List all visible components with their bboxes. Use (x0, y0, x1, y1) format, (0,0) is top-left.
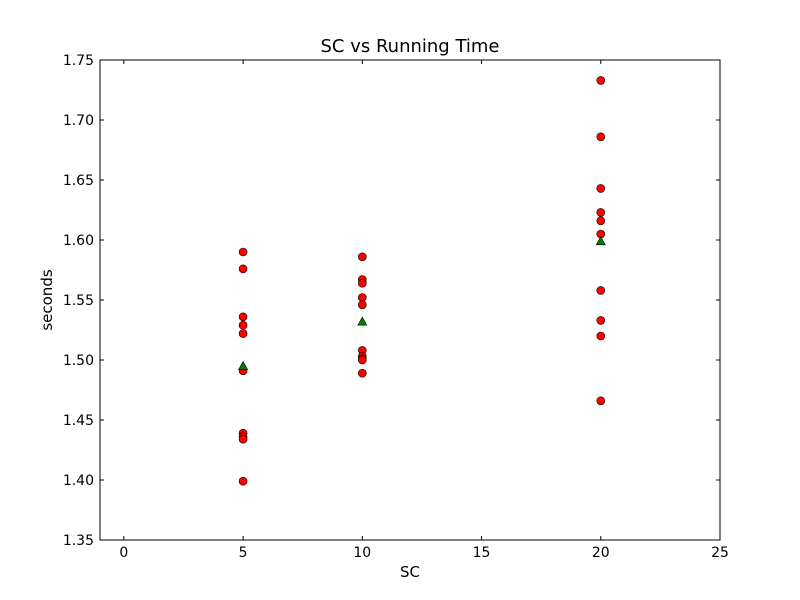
axis-ticks (100, 59, 721, 541)
x-axis-label: SC (400, 563, 420, 581)
data-point-circle (358, 355, 367, 365)
data-point-circle (358, 293, 367, 302)
y-tick-label: 1.55 (63, 293, 94, 309)
data-point-circle (238, 264, 248, 274)
y-tick-label: 1.70 (63, 113, 94, 129)
data-point-circle (238, 247, 248, 257)
data-point-triangle (238, 360, 249, 370)
data-point-circle (358, 252, 367, 262)
data-point-circle (596, 208, 606, 217)
x-tick-label: 5 (239, 545, 248, 561)
x-tick-label: 15 (473, 545, 491, 561)
tick-labels: 0 5 10 15 20 25 1.35 1.40 1.45 1.50 1.55 1.60 1.65 1.… (63, 53, 729, 561)
y-axis-label: seconds (38, 269, 56, 330)
chart-title: SC vs Running Time (321, 36, 500, 57)
y-tick-label: 1.40 (63, 473, 94, 489)
x-tick-label: 10 (353, 545, 371, 561)
data-point-circle (596, 396, 606, 406)
data-point-circle (596, 286, 606, 295)
y-tick-label: 1.50 (63, 353, 94, 369)
y-tick-label: 1.65 (63, 173, 94, 189)
data-point-circle (238, 320, 248, 330)
data-point-circle (358, 300, 367, 310)
x-tick-label: 0 (119, 545, 128, 561)
data-point-triangle (595, 236, 606, 246)
y-tick-label: 1.60 (63, 233, 94, 249)
data-point-triangle (357, 316, 368, 326)
data-point-circle (596, 316, 606, 325)
data-point-circle (238, 329, 248, 338)
data-point-circle (238, 312, 248, 322)
data-point-circle (596, 184, 606, 193)
x-tick-label: 20 (592, 545, 610, 561)
y-tick-label: 1.45 (63, 413, 94, 429)
plot-area (99, 59, 721, 541)
data-point-circle (596, 132, 606, 142)
data-point-circle (596, 331, 606, 341)
data-point-circle (358, 278, 367, 288)
data-markers (238, 76, 606, 486)
x-tick-label: 25 (711, 545, 729, 561)
data-point-circle (596, 76, 606, 85)
y-tick-label: 1.75 (63, 53, 94, 69)
data-point-circle (358, 368, 367, 378)
data-point-circle (238, 476, 248, 486)
data-point-circle (238, 434, 248, 444)
data-point-circle (596, 216, 606, 226)
y-tick-label: 1.35 (63, 533, 94, 549)
